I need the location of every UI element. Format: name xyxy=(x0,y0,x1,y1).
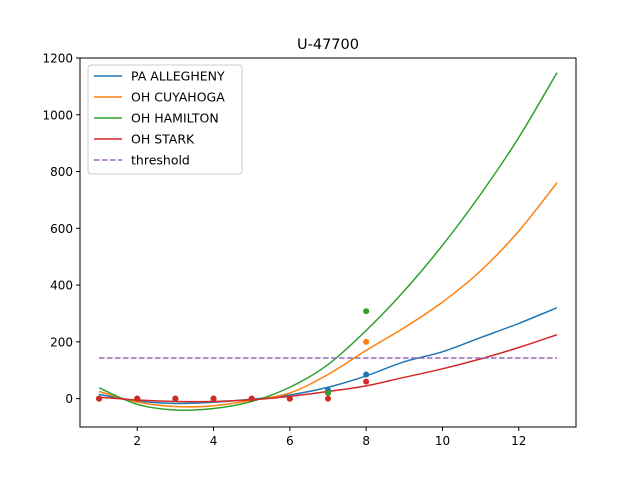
series-line-1 xyxy=(98,182,558,408)
series-1-point-7 xyxy=(363,338,370,345)
legend-box xyxy=(87,64,243,175)
series-3-point-1 xyxy=(134,395,141,402)
series-3-point-4 xyxy=(248,395,255,402)
series-3-point-7 xyxy=(363,378,370,385)
legend-label-4: threshold xyxy=(131,153,190,168)
y-tick-label-3: 600 xyxy=(50,222,73,236)
legend: PA ALLEGHENY OH CUYAHOGA OH HAMILTON OH STA… xyxy=(87,64,243,175)
x-tick-label-2: 6 xyxy=(286,434,294,448)
legend-label-2: OH HAMILTON xyxy=(131,111,219,126)
series-2-point-7 xyxy=(363,308,370,315)
series-3-point-2 xyxy=(172,395,179,402)
y-tick-label-4: 800 xyxy=(50,165,73,179)
axes: 2 4 6 8 10 12 0 200 400 600 800 1000 1200 xyxy=(42,52,577,448)
series-3-point-3 xyxy=(210,395,217,402)
x-tick-label-5: 12 xyxy=(511,434,526,448)
x-tick-label-4: 10 xyxy=(435,434,450,448)
series-3-point-5 xyxy=(286,395,293,402)
plot-content xyxy=(96,72,558,411)
plot-area xyxy=(96,72,558,411)
y-tick-label-6: 1200 xyxy=(42,52,73,66)
y-tick-label-2: 400 xyxy=(50,279,73,293)
x-tick-label-1: 4 xyxy=(210,434,218,448)
y-tick-label-0: 0 xyxy=(65,392,73,406)
series-3-point-6 xyxy=(325,395,331,402)
series-3-point-0 xyxy=(96,395,103,402)
x-tick-label-3: 8 xyxy=(362,434,370,448)
series-2-point-6 xyxy=(325,389,331,396)
legend-label-0: PA ALLEGHENY xyxy=(131,69,225,84)
axes-frame xyxy=(79,57,577,428)
legend-label-1: OH CUYAHOGA xyxy=(131,90,225,105)
legend-label-3: OH STARK xyxy=(131,132,195,147)
chart-title: U-47700 xyxy=(297,37,359,53)
series-line-2 xyxy=(98,72,558,411)
x-tick-label-0: 2 xyxy=(133,434,141,448)
series-0-point-7 xyxy=(363,371,370,378)
y-tick-label-1: 200 xyxy=(50,335,73,349)
y-tick-label-5: 1000 xyxy=(42,108,73,122)
